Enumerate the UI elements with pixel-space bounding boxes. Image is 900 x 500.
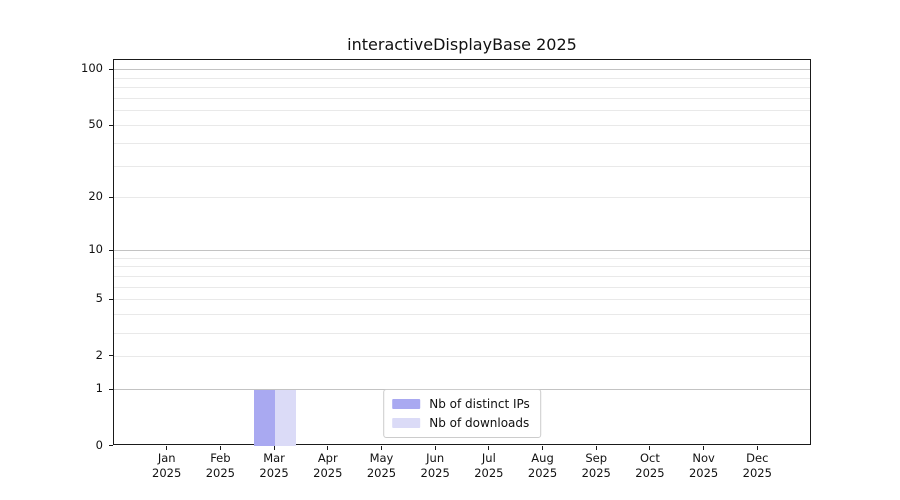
gridline-minor <box>114 87 810 89</box>
gridline-minor <box>114 286 810 288</box>
gridline-minor <box>114 299 810 301</box>
x-tick-label: Apr 2025 <box>313 451 343 480</box>
x-tick-mark <box>434 446 436 450</box>
x-tick-mark <box>649 446 651 450</box>
x-tick-label: Mar 2025 <box>259 451 289 480</box>
y-tick-mark <box>109 68 113 70</box>
legend-item-downloads: Nb of downloads <box>392 416 530 430</box>
x-tick-label: Oct 2025 <box>635 451 665 480</box>
legend-label-distinct-ips: Nb of distinct IPs <box>429 397 530 411</box>
x-tick-mark <box>380 446 382 450</box>
gridline-major <box>114 69 810 71</box>
y-tick-mark <box>109 196 113 198</box>
legend-label-downloads: Nb of downloads <box>429 416 530 430</box>
bar-nb-of-downloads <box>275 389 297 446</box>
legend-swatch-downloads-icon <box>392 418 421 428</box>
gridline-minor <box>114 266 810 268</box>
gridline-minor <box>114 98 810 100</box>
gridline-minor <box>114 110 810 112</box>
x-tick-mark <box>542 446 544 450</box>
x-tick-mark <box>273 446 275 450</box>
x-tick-label: Sep 2025 <box>581 451 611 480</box>
bar-nb-of-distinct-ips <box>254 389 276 446</box>
legend-swatch-distinct-ips-icon <box>392 399 421 409</box>
x-tick-mark <box>488 446 490 450</box>
y-tick-label: 0 <box>95 437 103 452</box>
gridline-minor <box>114 77 810 79</box>
x-tick-mark <box>595 446 597 450</box>
y-tick-label: 20 <box>88 189 103 204</box>
gridline-minor <box>114 314 810 316</box>
y-tick-mark <box>109 249 113 251</box>
x-tick-label: Jan 2025 <box>152 451 182 480</box>
y-tick-label: 100 <box>81 61 103 76</box>
y-tick-label: 2 <box>95 347 103 362</box>
x-tick-mark <box>756 446 758 450</box>
legend: Nb of distinct IPs Nb of downloads <box>383 389 541 438</box>
gridline-minor <box>114 276 810 278</box>
gridline-minor <box>114 197 810 199</box>
chart-title: interactiveDisplayBase 2025 <box>347 35 577 54</box>
gridline-minor <box>114 142 810 144</box>
x-tick-label: Dec 2025 <box>742 451 772 480</box>
y-tick-label: 50 <box>88 117 103 132</box>
y-tick-mark <box>109 388 113 390</box>
y-tick-label: 1 <box>95 381 103 395</box>
x-tick-label: Nov 2025 <box>688 451 719 480</box>
gridline-major <box>114 250 810 252</box>
gridline-minor <box>114 165 810 167</box>
x-tick-mark <box>219 446 221 450</box>
gridline-minor <box>114 355 810 357</box>
gridline-minor <box>114 125 810 127</box>
y-tick-mark <box>109 445 113 446</box>
y-tick-label: 10 <box>88 242 103 257</box>
gridline-minor <box>114 257 810 259</box>
y-tick-mark <box>109 124 113 126</box>
x-tick-mark <box>327 446 329 450</box>
y-tick-mark <box>109 355 113 357</box>
plot-area: Nb of distinct IPs Nb of downloads <box>113 59 811 446</box>
x-tick-label: Jun 2025 <box>420 451 450 480</box>
x-tick-mark <box>166 446 168 450</box>
x-tick-label: Aug 2025 <box>527 451 558 480</box>
x-tick-label: Jul 2025 <box>474 451 504 480</box>
gridline-minor <box>114 332 810 334</box>
legend-item-distinct-ips: Nb of distinct IPs <box>392 397 530 411</box>
y-tick-label: 5 <box>95 291 103 306</box>
y-tick-mark <box>109 298 113 300</box>
x-tick-label: Feb 2025 <box>205 451 236 480</box>
x-tick-label: May 2025 <box>366 451 397 480</box>
x-tick-mark <box>703 446 705 450</box>
